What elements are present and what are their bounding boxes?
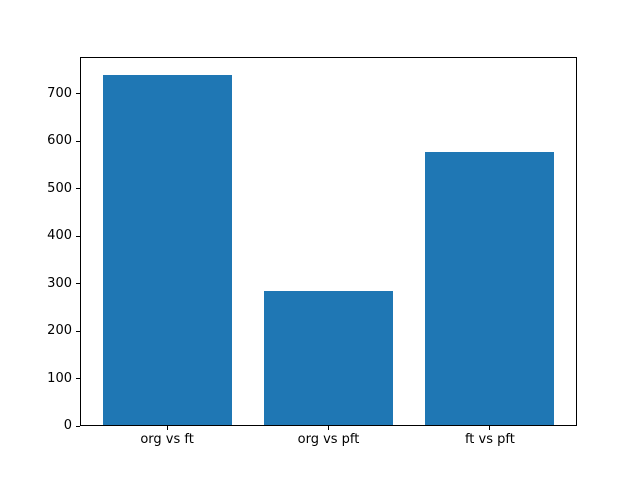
x-tick-mark [489, 426, 491, 430]
bar-org-vs-pft [264, 291, 394, 426]
y-tick-label: 100 [47, 370, 72, 386]
bar-org-vs-ft [102, 74, 232, 426]
x-tick-label: org vs pft [297, 432, 360, 447]
x-tick-mark [328, 426, 329, 430]
y-tick-mark [76, 283, 80, 284]
y-tick-mark [76, 330, 80, 332]
y-tick-mark [76, 188, 80, 189]
plot-area [80, 57, 577, 426]
y-tick-label: 0 [63, 418, 72, 433]
x-tick-label: ft vs pft [464, 432, 515, 447]
x-tick-label: org vs ft [140, 432, 194, 447]
y-tick-mark [76, 235, 80, 237]
y-tick-mark [76, 425, 80, 427]
y-tick-mark [76, 140, 80, 142]
bar-ft-vs-pft [425, 151, 555, 426]
y-tick-mark [76, 378, 80, 379]
y-tick-label: 300 [47, 275, 72, 291]
y-tick-label: 600 [47, 133, 72, 149]
x-tick-mark [166, 426, 168, 430]
y-tick-label: 500 [47, 180, 72, 196]
y-tick-mark [76, 93, 80, 95]
y-tick-label: 700 [47, 85, 72, 101]
y-tick-label: 200 [47, 323, 72, 338]
y-tick-label: 400 [47, 228, 72, 243]
